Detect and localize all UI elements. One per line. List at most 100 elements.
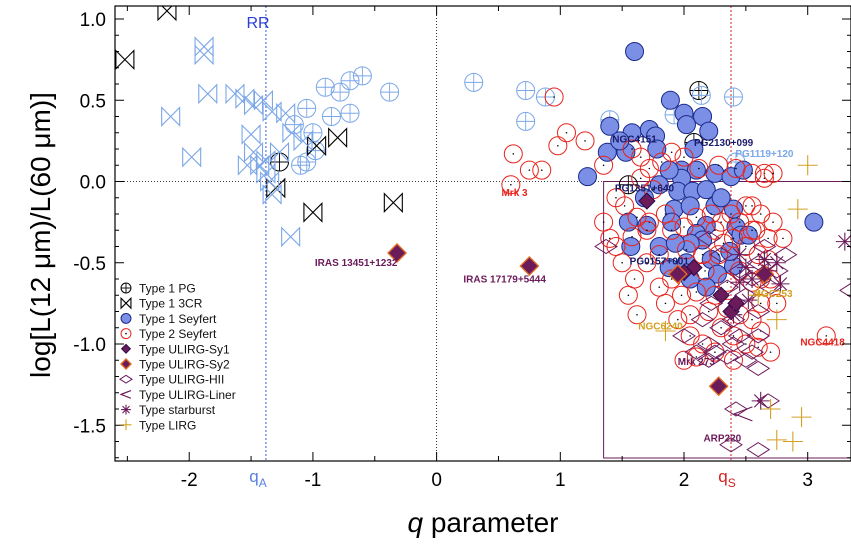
y-tick-label: 1.0 — [80, 10, 106, 31]
point-ulirg_hii — [740, 344, 764, 360]
point-sey2 — [693, 245, 713, 265]
point-cr3 — [282, 122, 302, 144]
point-sey2 — [686, 282, 706, 302]
legend-label: Type 1 Seyfert — [139, 312, 217, 326]
y-axis-title: log[L(12 μm)/L(60 μm)] — [25, 92, 56, 378]
annotation-label: PG2130+099 — [694, 138, 754, 149]
point-sey2 — [615, 196, 635, 216]
point-sey2 — [556, 123, 576, 143]
point-sey1 — [659, 160, 679, 180]
point-ulirg_hii — [699, 295, 724, 311]
annotation-label: Mrk 3 — [501, 188, 528, 199]
point-sey2 — [680, 326, 700, 346]
point-ulirg_hii — [690, 312, 715, 328]
point-sey2 — [763, 163, 783, 183]
legend-marker-starburst — [121, 404, 131, 415]
point-sey1 — [637, 215, 657, 235]
point-ulirg_hii — [746, 360, 771, 376]
point-ulirg_sy1 — [638, 192, 656, 210]
point-ulirg_hii — [715, 349, 740, 365]
point-pg — [315, 77, 335, 97]
point-starburst — [724, 305, 743, 324]
x-tick-label: 1 — [555, 470, 566, 491]
point-ulirg_hii — [709, 320, 734, 336]
point-cr3 — [253, 89, 273, 111]
x-tick-label: -2 — [181, 470, 198, 491]
point-cr3 — [161, 106, 181, 127]
legend-label: Type ULIRG-HII — [139, 373, 224, 387]
point-pg — [340, 103, 360, 123]
point-sey2 — [637, 220, 657, 240]
point-sey2 — [662, 220, 682, 240]
point-sey1 — [665, 233, 685, 253]
point-sey2 — [655, 293, 675, 313]
point-sey2 — [575, 131, 595, 151]
point-sey1 — [649, 175, 669, 195]
point-sey2 — [699, 302, 719, 321]
point-ulirg_sy2 — [519, 256, 540, 276]
point-lirg — [782, 431, 803, 452]
point-sey2 — [816, 326, 836, 346]
point-sey2 — [594, 155, 614, 175]
point-sey2 — [631, 168, 651, 188]
point-sey2 — [672, 285, 692, 305]
x-tick-label: -1 — [304, 470, 321, 491]
point-lirg — [766, 429, 787, 450]
point-cr3 — [235, 88, 255, 109]
point-cr3 — [307, 135, 327, 157]
point-ulirg_hii — [715, 279, 740, 295]
annotation-label: IRAS 13451+1232 — [315, 258, 398, 269]
annotation-label: NGC6240 — [638, 321, 683, 332]
point-sey2 — [761, 342, 781, 362]
point-sey1 — [625, 42, 645, 61]
point-sey1 — [621, 237, 641, 256]
qs-line-label: qS — [718, 467, 735, 490]
point-sey1 — [618, 212, 638, 232]
legend-label: Type LIRG — [139, 418, 196, 432]
point-cr3 — [276, 102, 296, 124]
point-cr3 — [281, 226, 301, 248]
point-lirg — [791, 407, 812, 428]
point-cr3 — [157, 6, 177, 22]
point-sey2 — [625, 269, 645, 289]
x-tick-label: 3 — [802, 470, 813, 491]
plot-frame — [114, 5, 851, 462]
annotation-label: PG1119+120 — [735, 149, 794, 160]
point-ulirg_hii — [594, 238, 619, 255]
point-starburst — [755, 250, 774, 269]
point-sey2 — [662, 142, 682, 162]
legend-marker-cr3 — [120, 296, 132, 310]
point-ulirg_sy1 — [727, 294, 745, 313]
point-starburst — [739, 291, 758, 310]
point-sey1 — [676, 115, 696, 135]
legend-label: Type 1 PG — [139, 282, 196, 296]
point-sey2 — [748, 337, 768, 357]
point-ulirg_hii — [727, 328, 752, 344]
point-lirg — [766, 309, 787, 330]
legend-marker-sey2 — [120, 328, 132, 340]
point-sey2 — [501, 175, 521, 195]
point-sey2 — [674, 147, 694, 167]
point-ulirg_hii — [696, 230, 721, 246]
point-ulirg_sy2 — [667, 264, 688, 285]
point-cr3 — [243, 94, 264, 116]
point-cr3 — [225, 83, 245, 105]
point-starburst — [730, 245, 749, 264]
point-sey1 — [711, 188, 731, 208]
legend-marker-ulirg_sy2 — [120, 358, 132, 370]
annotation-label: ARP220 — [703, 434, 741, 445]
point-ulirg_hii — [703, 344, 727, 360]
point-ulirg_hii — [684, 344, 709, 360]
point-sey1 — [680, 196, 700, 216]
point-sey2 — [652, 152, 672, 172]
point-pg — [516, 111, 536, 131]
point-pg — [330, 82, 350, 102]
x-axis-title: q parameter — [408, 507, 559, 538]
y-tick-label: -1.5 — [73, 416, 106, 437]
point-sey2 — [519, 160, 539, 180]
point-cr3 — [182, 146, 202, 168]
point-pg — [303, 123, 323, 143]
legend-label: Type ULIRG-Liner — [139, 388, 236, 402]
